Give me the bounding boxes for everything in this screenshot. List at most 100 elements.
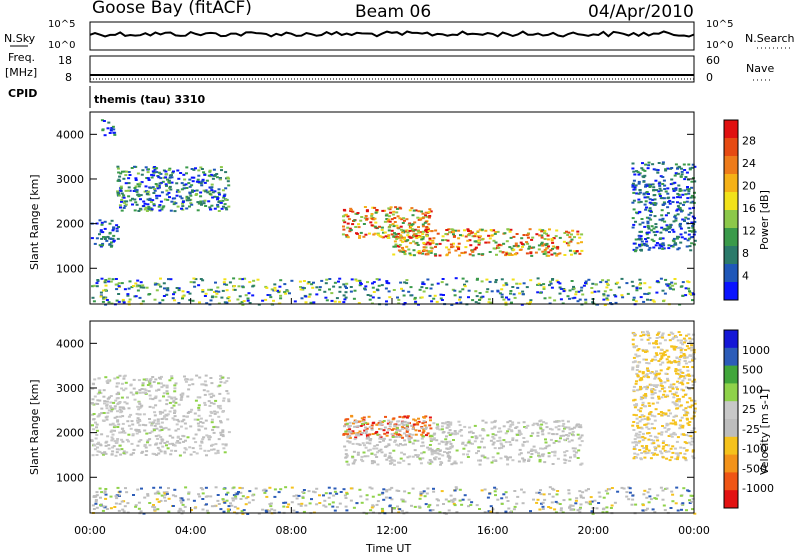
- power-echo-cell: [120, 170, 124, 173]
- velocity-echo-cell: [561, 430, 565, 433]
- velocity-echo-cell: [135, 391, 139, 394]
- power-echo-cell: [436, 282, 440, 285]
- power-echo-cell: [148, 293, 152, 295]
- velocity-colorbar: Velocity [m s-1] 100050010025-25-100-500…: [723, 329, 774, 509]
- power-echo-cell: [685, 171, 689, 174]
- freq-panel: Freq. [MHz] 18 8 60 0 Nave: [5, 51, 774, 84]
- velocity-echo-cell: [185, 378, 189, 381]
- velocity-echo-cell: [679, 334, 683, 336]
- power-echo-cell: [681, 218, 685, 221]
- velocity-echo-cell: [95, 429, 99, 432]
- power-echo-cell: [414, 300, 418, 303]
- power-echo-cell: [668, 202, 672, 205]
- power-echo-cell: [672, 288, 675, 291]
- power-echo-cell: [445, 283, 449, 286]
- velocity-echo-cell: [672, 383, 676, 386]
- power-echo-cell: [411, 236, 415, 239]
- velocity-echo-cell: [181, 503, 185, 506]
- velocity-echo-cell: [157, 500, 161, 503]
- velocity-echo-cell: [544, 441, 548, 444]
- power-echo-cell: [525, 241, 529, 244]
- velocity-echo-cell: [114, 502, 118, 505]
- velocity-echo-cell: [404, 443, 407, 446]
- velocity-echo-cell: [427, 505, 431, 508]
- power-echo-cell: [247, 292, 251, 295]
- velocity-echo-cell: [521, 457, 525, 460]
- power-echo-cell: [662, 300, 665, 303]
- power-echo-cell: [388, 224, 392, 227]
- power-echo-cell: [216, 286, 220, 289]
- power-echo-cell: [671, 245, 675, 248]
- velocity-echo-cell: [668, 385, 672, 388]
- velocity-echo-cell: [655, 337, 659, 339]
- velocity-echo-cell: [131, 423, 135, 426]
- power-echo-cell: [445, 246, 449, 249]
- velocity-echo-cell: [651, 402, 655, 405]
- power-echo-cell: [545, 247, 549, 250]
- velocity-echo-cell: [171, 436, 175, 439]
- power-echo-cell: [674, 188, 678, 191]
- velocity-echo-cell: [144, 424, 148, 427]
- velocity-echo-cell: [475, 452, 478, 455]
- power-echo-cell: [638, 189, 642, 192]
- velocity-echo-cell: [529, 450, 533, 452]
- power-echo-cell: [248, 281, 252, 284]
- power-echo-cell: [677, 247, 681, 250]
- velocity-echo-cell: [509, 423, 513, 426]
- power-echo-cell: [643, 225, 647, 228]
- velocity-echo-cell: [98, 450, 102, 453]
- power-echo-cell: [359, 219, 363, 222]
- velocity-echo-cell: [344, 449, 348, 452]
- power-echo-cell: [115, 299, 119, 302]
- velocity-echo-cell: [548, 493, 551, 496]
- freq-label-bottom: [MHz]: [5, 66, 37, 79]
- velocity-echo-cell: [670, 435, 674, 438]
- power-echo-cell: [535, 233, 539, 236]
- velocity-echo-cell: [144, 446, 148, 449]
- velocity-echo-cell: [351, 455, 355, 458]
- velocity-echo-cell: [677, 377, 681, 380]
- velocity-echo-cell: [151, 406, 155, 409]
- velocity-echo-cell: [667, 450, 671, 453]
- power-colorbar-swatch: [724, 228, 738, 247]
- power-echo-cell: [666, 197, 670, 200]
- power-echo-cell: [218, 193, 221, 196]
- velocity-echo-cell: [152, 381, 156, 383]
- power-echo-cell: [328, 288, 331, 291]
- velocity-echo-cell: [448, 451, 451, 454]
- power-echo-cell: [569, 240, 573, 243]
- power-echo-cell: [217, 290, 221, 293]
- velocity-echo-cell: [553, 420, 557, 423]
- power-echo-cell: [162, 295, 166, 297]
- velocity-echo-cell: [420, 427, 424, 430]
- velocity-echo-cell: [454, 432, 458, 434]
- power-echo-cell: [117, 282, 121, 285]
- power-echo-cell: [342, 225, 345, 228]
- power-echo-cell: [400, 287, 403, 290]
- power-echo-cell: [153, 283, 157, 286]
- velocity-echo-cell: [101, 509, 105, 512]
- velocity-echo-cell: [647, 362, 651, 365]
- power-echo-cell: [494, 279, 498, 281]
- power-echo-cell: [655, 242, 659, 244]
- velocity-echo-cell: [676, 380, 680, 383]
- power-echo-cell: [424, 249, 428, 252]
- velocity-echo-cell: [548, 427, 552, 430]
- power-echo-cell: [676, 208, 680, 211]
- velocity-echo-cell: [205, 503, 208, 506]
- velocity-echo-cell: [567, 440, 571, 443]
- velocity-echo-cell: [362, 416, 366, 419]
- velocity-echo-cell: [686, 369, 690, 372]
- power-echo-cell: [346, 215, 350, 218]
- velocity-echo-cell: [480, 489, 484, 492]
- velocity-echo-cell: [146, 493, 150, 496]
- velocity-echo-cell: [679, 349, 683, 352]
- power-echo-cell: [157, 205, 161, 208]
- velocity-echo-cell: [432, 438, 436, 441]
- power-echo-cell: [543, 297, 547, 300]
- power-echo-cell: [409, 254, 413, 257]
- velocity-echo-cell: [102, 389, 106, 392]
- power-echo-cell: [134, 295, 138, 298]
- velocity-echo-cell: [352, 422, 355, 425]
- velocity-echo-cell: [96, 392, 100, 395]
